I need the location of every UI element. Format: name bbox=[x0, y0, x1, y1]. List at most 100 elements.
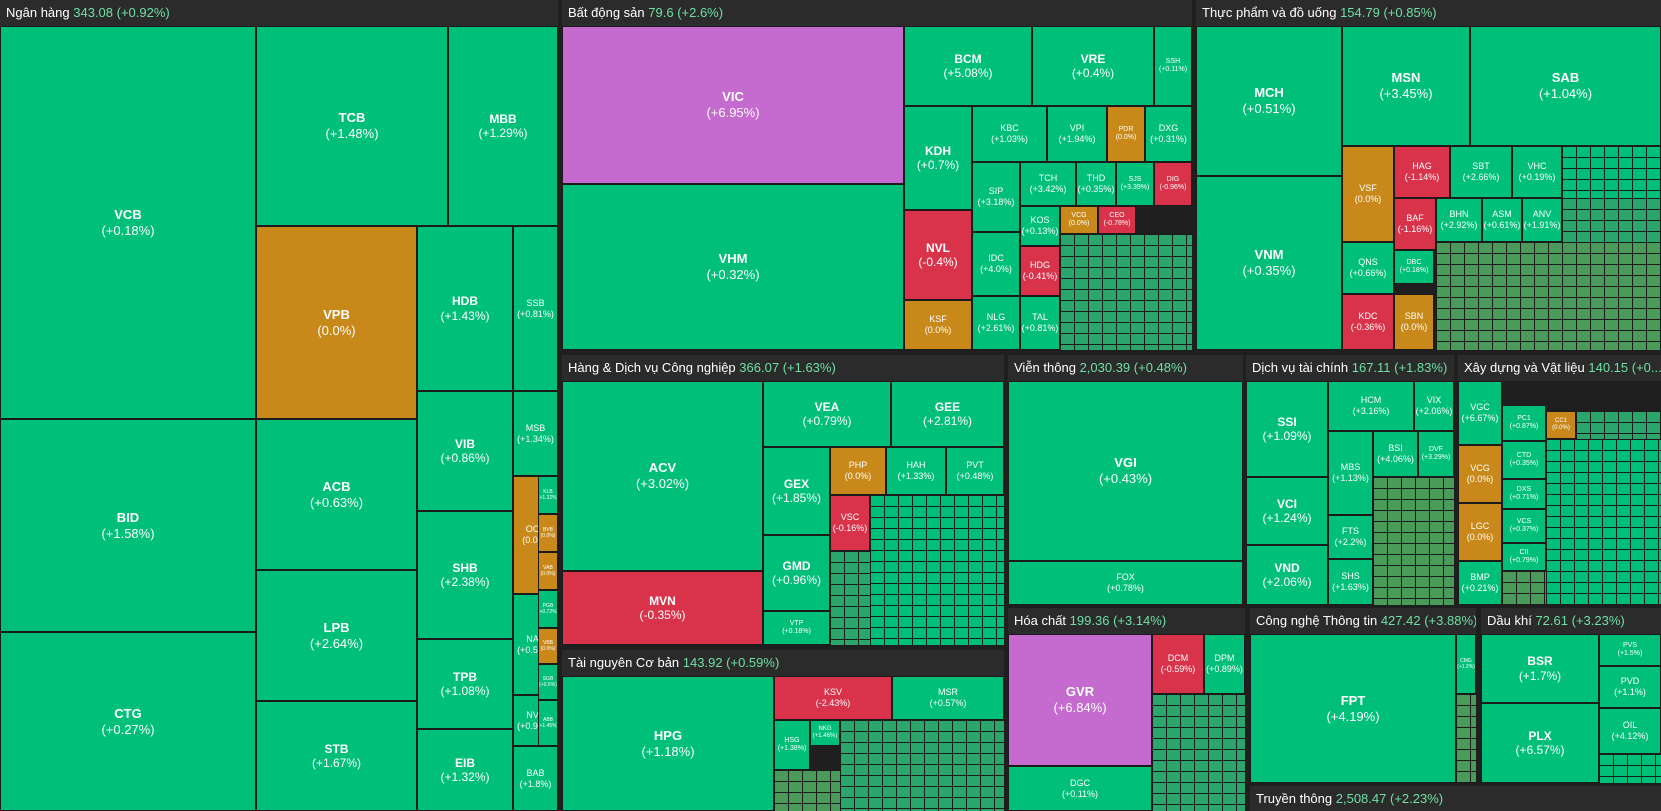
stock-tile-hpg[interactable]: HPG (+1.18%) bbox=[562, 676, 774, 811]
stock-tile-mvn[interactable]: MVN (-0.35%) bbox=[562, 571, 763, 645]
stock-tile-tch[interactable]: TCH (+3.42%) bbox=[1020, 162, 1076, 206]
stock-tile-dbc[interactable]: DBC (+0.18%) bbox=[1394, 250, 1434, 284]
stock-tile-sab[interactable]: SAB (+1.04%) bbox=[1470, 26, 1661, 146]
stock-tile-vci[interactable]: VCI (+1.24%) bbox=[1246, 477, 1328, 545]
stock-tile-msr[interactable]: MSR (+0.57%) bbox=[892, 676, 1004, 720]
stock-tile-baf[interactable]: BAF (-1.16%) bbox=[1394, 198, 1436, 250]
stock-tile-cc1[interactable]: CC1 (0.0%) bbox=[1546, 411, 1576, 439]
stock-tile-plx[interactable]: PLX (+6.57%) bbox=[1481, 703, 1599, 783]
stock-tile-ceo[interactable]: CEO (-0.78%) bbox=[1098, 206, 1136, 234]
stock-tile-vhc[interactable]: VHC (+0.19%) bbox=[1512, 146, 1562, 198]
stock-tile-sjs[interactable]: SJS (+3.39%) bbox=[1116, 162, 1154, 206]
stock-tile-sbn[interactable]: SBN (0.0%) bbox=[1394, 294, 1434, 350]
stock-tile-ssb[interactable]: SSB (+0.81%) bbox=[513, 226, 558, 391]
stock-tile-pdr[interactable]: PDR (0.0%) bbox=[1107, 106, 1145, 162]
stock-tile-cii[interactable]: CII (+0.79%) bbox=[1502, 543, 1546, 571]
stock-tile-vgi[interactable]: VGI (+0.43%) bbox=[1008, 381, 1243, 561]
stock-tile-vtp[interactable]: VTP (+0.18%) bbox=[763, 611, 830, 645]
stock-tile-shs[interactable]: SHS (+1.63%) bbox=[1328, 559, 1373, 605]
stock-tile-tpb[interactable]: TPB (+1.08%) bbox=[417, 639, 513, 729]
stock-tile-acb[interactable]: ACB (+0.63%) bbox=[256, 419, 417, 570]
stock-tile-vpb[interactable]: VPB (0.0%) bbox=[256, 226, 417, 419]
stock-tile-nlg[interactable]: NLG (+2.61%) bbox=[972, 296, 1020, 350]
stock-tile-pvt[interactable]: PVT (+0.48%) bbox=[946, 447, 1004, 495]
stock-tile-gvr[interactable]: GVR (+6.84%) bbox=[1008, 634, 1152, 766]
stock-tile-bvb[interactable]: BVB (0.0%) bbox=[538, 514, 558, 552]
sector-header-hoa-chat[interactable]: Hóa chất 199.36 (+3.14%) bbox=[1008, 608, 1245, 634]
stock-tile-php[interactable]: PHP (0.0%) bbox=[830, 447, 886, 495]
stock-tile-abb[interactable]: ABB (+1.45%) bbox=[538, 700, 558, 746]
stock-tile-bsi[interactable]: BSI (+4.06%) bbox=[1373, 431, 1418, 477]
stock-tile-anv[interactable]: ANV (+1.91%) bbox=[1522, 198, 1562, 242]
stock-tile-dxs[interactable]: DXS (+0.71%) bbox=[1502, 479, 1546, 509]
stock-tile-ssi[interactable]: SSI (+1.09%) bbox=[1246, 381, 1328, 477]
stock-tile-kos[interactable]: KOS (+0.13%) bbox=[1020, 206, 1060, 246]
stock-tile-nkg[interactable]: NKG (+1.46%) bbox=[810, 720, 840, 746]
stock-tile-stb[interactable]: STB (+1.67%) bbox=[256, 701, 417, 811]
sector-header-ngan-hang[interactable]: Ngân hàng 343.08 (+0.92%) bbox=[0, 0, 558, 26]
stock-tile-kbc[interactable]: KBC (+1.03%) bbox=[972, 106, 1047, 162]
stock-tile-dcm[interactable]: DCM (-0.59%) bbox=[1152, 634, 1204, 694]
stock-tile-vcg[interactable]: VCG (0.0%) bbox=[1458, 445, 1502, 503]
stock-tile-ksf[interactable]: KSF (0.0%) bbox=[904, 300, 972, 350]
stock-tile-hah[interactable]: HAH (+1.33%) bbox=[886, 447, 946, 495]
stock-tile-vic[interactable]: VIC (+6.95%) bbox=[562, 26, 904, 184]
stock-tile-mch[interactable]: MCH (+0.51%) bbox=[1196, 26, 1342, 176]
stock-tile-vcs[interactable]: VCS (+0.37%) bbox=[1502, 509, 1546, 543]
stock-tile-vnd[interactable]: VND (+2.06%) bbox=[1246, 545, 1328, 605]
stock-tile-gee[interactable]: GEE (+2.81%) bbox=[891, 381, 1004, 447]
stock-tile-nvl[interactable]: NVL (-0.4%) bbox=[904, 210, 972, 300]
stock-tile-vab[interactable]: VAB (0.0%) bbox=[538, 552, 558, 590]
stock-tile-cmg[interactable]: CMG (+1.2%) bbox=[1456, 634, 1476, 694]
stock-tile-kdc[interactable]: KDC (-0.36%) bbox=[1342, 294, 1394, 350]
sector-header-dich-vu-tai-chinh[interactable]: Dịch vụ tài chính 167.11 (+1.83%) bbox=[1246, 355, 1454, 381]
stock-tile-vsf[interactable]: VSF (0.0%) bbox=[1342, 146, 1394, 242]
stock-tile-gex[interactable]: GEX (+1.85%) bbox=[763, 447, 830, 535]
stock-tile-fts[interactable]: FTS (+2.2%) bbox=[1328, 515, 1373, 559]
stock-tile-vpi[interactable]: VPI (+1.94%) bbox=[1047, 106, 1107, 162]
stock-tile-hsg[interactable]: HSG (+1.38%) bbox=[774, 720, 810, 770]
stock-tile-kdh[interactable]: KDH (+0.7%) bbox=[904, 106, 972, 210]
stock-tile-vcg[interactable]: VCG (0.0%) bbox=[1060, 206, 1098, 234]
sector-header-bat-dong-san[interactable]: Bất động sản 79.6 (+2.6%) bbox=[562, 0, 1192, 26]
stock-tile-lpb[interactable]: LPB (+2.64%) bbox=[256, 570, 417, 701]
stock-tile-thd[interactable]: THD (+0.35%) bbox=[1076, 162, 1116, 206]
sector-header-tai-nguyen[interactable]: Tài nguyên Cơ bản 143.92 (+0.59%) bbox=[562, 650, 1004, 676]
stock-tile-pgb[interactable]: PGB (+0.72%) bbox=[538, 590, 558, 628]
stock-tile-bsr[interactable]: BSR (+1.7%) bbox=[1481, 634, 1599, 703]
stock-tile-qns[interactable]: QNS (+0.66%) bbox=[1342, 242, 1394, 294]
stock-tile-dig[interactable]: DIG (-0.96%) bbox=[1154, 162, 1192, 206]
stock-tile-vbb[interactable]: VBB (0.0%) bbox=[538, 628, 558, 664]
stock-tile-lgc[interactable]: LGC (0.0%) bbox=[1458, 503, 1502, 561]
stock-tile-mbs[interactable]: MBS (+1.13%) bbox=[1328, 431, 1373, 515]
sector-header-vien-thong[interactable]: Viễn thông 2,030.39 (+0.48%) bbox=[1008, 355, 1243, 381]
stock-tile-sip[interactable]: SIP (+3.18%) bbox=[972, 162, 1020, 232]
stock-tile-fpt[interactable]: FPT (+4.19%) bbox=[1250, 634, 1456, 783]
stock-tile-pvd[interactable]: PVD (+1.1%) bbox=[1599, 666, 1661, 708]
sector-header-cong-nghiep[interactable]: Hàng & Dịch vụ Công nghiệp 366.07 (+1.63… bbox=[562, 355, 1004, 381]
stock-tile-msb[interactable]: MSB (+1.34%) bbox=[513, 391, 558, 476]
stock-tile-hcm[interactable]: HCM (+3.16%) bbox=[1328, 381, 1414, 431]
stock-tile-vsc[interactable]: VSC (-0.16%) bbox=[830, 495, 870, 551]
stock-tile-klb[interactable]: KLB (+1.32%) bbox=[538, 476, 558, 514]
stock-tile-pvs[interactable]: PVS (+1.5%) bbox=[1599, 634, 1661, 666]
stock-tile-shb[interactable]: SHB (+2.38%) bbox=[417, 511, 513, 639]
sector-header-thuc-pham[interactable]: Thực phẩm và đồ uống 154.79 (+0.85%) bbox=[1196, 0, 1661, 26]
stock-tile-msn[interactable]: MSN (+3.45%) bbox=[1342, 26, 1470, 146]
stock-tile-eib[interactable]: EIB (+1.32%) bbox=[417, 729, 513, 811]
stock-tile-dgc[interactable]: DGC (+0.11%) bbox=[1008, 766, 1152, 811]
stock-tile-vre[interactable]: VRE (+0.4%) bbox=[1032, 26, 1154, 106]
sector-header-truyen-thong[interactable]: Truyền thông 2,508.47 (+2.23%) bbox=[1250, 786, 1661, 811]
stock-tile-bid[interactable]: BID (+1.58%) bbox=[0, 419, 256, 632]
stock-tile-ssh[interactable]: SSH (+0.11%) bbox=[1154, 26, 1192, 106]
sector-header-dau-khi[interactable]: Dầu khí 72.61 (+3.23%) bbox=[1481, 608, 1661, 634]
stock-tile-vea[interactable]: VEA (+0.79%) bbox=[763, 381, 891, 447]
stock-tile-vib[interactable]: VIB (+0.86%) bbox=[417, 391, 513, 511]
stock-tile-mbb[interactable]: MBB (+1.29%) bbox=[448, 26, 558, 226]
stock-tile-dxg[interactable]: DXG (+0.31%) bbox=[1145, 106, 1192, 162]
stock-tile-bhn[interactable]: BHN (+2.92%) bbox=[1436, 198, 1482, 242]
stock-tile-tal[interactable]: TAL (+0.81%) bbox=[1020, 296, 1060, 350]
sector-header-cong-nghe[interactable]: Công nghệ Thông tin 427.42 (+3.88%) bbox=[1250, 608, 1476, 634]
stock-tile-ksv[interactable]: KSV (-2.43%) bbox=[774, 676, 892, 720]
stock-tile-vnm[interactable]: VNM (+0.35%) bbox=[1196, 176, 1342, 350]
